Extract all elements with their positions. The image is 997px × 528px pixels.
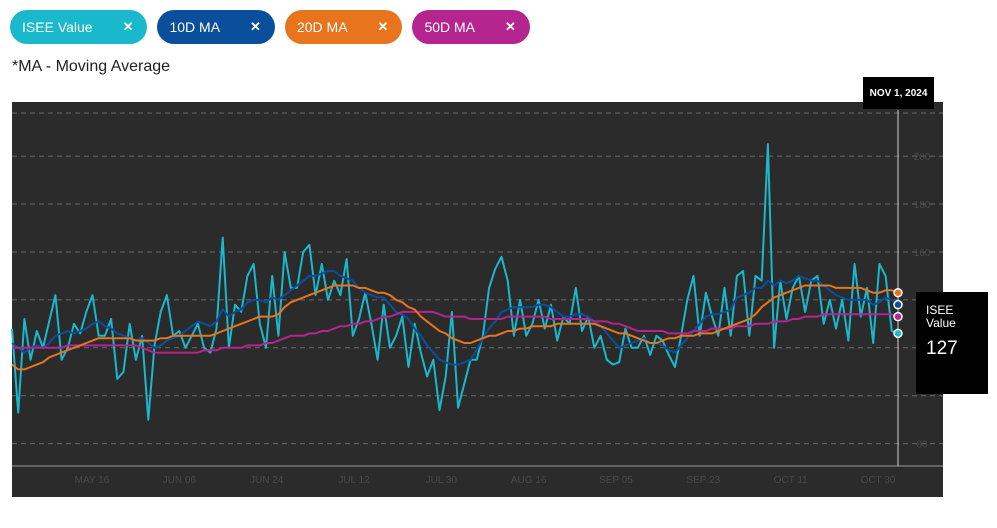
hover-point-50d-ma bbox=[893, 311, 903, 322]
x-tick-label: MAY 16 bbox=[75, 475, 110, 486]
chip-label: ISEE Value bbox=[22, 19, 93, 35]
hover-point-20d-ma bbox=[893, 287, 903, 298]
y-tick-label: 200 bbox=[914, 152, 931, 163]
hover-date-label: NOV 1, 2024 bbox=[863, 77, 934, 109]
chip-isee-value[interactable]: ISEE Value ✕ bbox=[10, 10, 148, 44]
series-line-10d-ma bbox=[11, 270, 899, 366]
value-tooltip: ISEE Value 127 bbox=[916, 292, 988, 394]
y-tick-label: 180 bbox=[914, 200, 931, 211]
x-tick-label: JUL 12 bbox=[338, 475, 370, 486]
chip-label: 50D MA bbox=[424, 19, 476, 35]
x-tick-label: JUN 06 bbox=[163, 475, 197, 486]
x-tick-label: SEP 05 bbox=[599, 475, 633, 486]
x-tick-label: AUG 16 bbox=[511, 475, 547, 486]
tooltip-value: 127 bbox=[926, 338, 958, 359]
moving-average-note: *MA - Moving Average bbox=[12, 58, 171, 75]
hover-point-isee-value bbox=[893, 328, 903, 339]
hover-point-10d-ma bbox=[893, 299, 903, 310]
series-line-20d-ma bbox=[11, 284, 899, 371]
x-tick-label: JUL 30 bbox=[426, 475, 458, 486]
close-icon[interactable]: ✕ bbox=[250, 19, 261, 34]
close-icon[interactable]: ✕ bbox=[505, 19, 516, 34]
x-tick-label: JUN 24 bbox=[250, 475, 284, 486]
x-tick-label: SEP 23 bbox=[686, 475, 720, 486]
close-icon[interactable]: ✕ bbox=[377, 19, 389, 34]
x-tick-label: OCT 11 bbox=[774, 475, 809, 486]
chip-20d-ma[interactable]: 20D MA ✕ bbox=[284, 10, 403, 44]
chip-50d-ma[interactable]: 50D MA ✕ bbox=[412, 10, 530, 44]
series-chips: ISEE Value ✕ 10D MA ✕ 20D MA ✕ 50D MA ✕ bbox=[10, 10, 530, 44]
series-line-50d-ma bbox=[12, 310, 899, 354]
tooltip-label: ISEE Value bbox=[926, 303, 956, 330]
y-tick-label: 80 bbox=[916, 440, 928, 451]
close-icon[interactable]: ✕ bbox=[122, 19, 134, 34]
y-tick-label: 160 bbox=[914, 248, 931, 259]
chip-10d-ma[interactable]: 10D MA ✕ bbox=[157, 10, 275, 44]
chip-label: 10D MA bbox=[169, 19, 221, 35]
chip-label: 20D MA bbox=[296, 19, 348, 35]
x-tick-label: OCT 30 bbox=[861, 475, 896, 486]
